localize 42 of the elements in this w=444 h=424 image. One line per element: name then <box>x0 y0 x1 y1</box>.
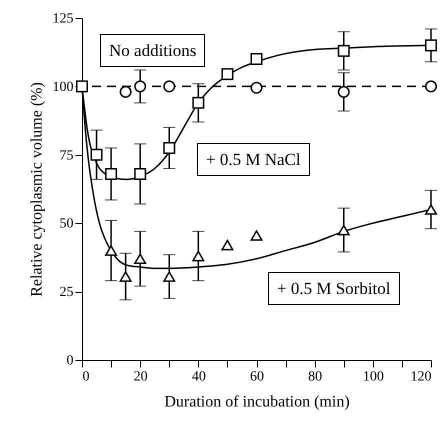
point <box>192 250 204 262</box>
label-box: + 0.5 M Sorbitol <box>268 272 400 306</box>
point <box>338 86 350 98</box>
point <box>163 142 176 154</box>
x-tick-label: 20 <box>134 370 148 384</box>
point <box>425 80 437 92</box>
point <box>90 148 103 161</box>
point <box>163 80 176 92</box>
y-axis-title: Relative cytoplasmic volume (%) <box>28 82 46 297</box>
label-box: + 0.5 M NaCl <box>197 143 310 176</box>
x-axis-title: Duration of incubation (min) <box>164 394 350 410</box>
point <box>134 80 146 92</box>
point <box>250 53 262 66</box>
y-tick-label: 100 <box>52 80 74 95</box>
y-tick-label: 25 <box>60 285 74 300</box>
y-tick-label: 75 <box>60 148 74 164</box>
x-tick-label: 0 <box>82 370 90 384</box>
point <box>120 86 132 98</box>
y-tick-label: 50 <box>60 216 74 232</box>
x-tick-label: 100 <box>362 370 384 384</box>
x-tick-label: 60 <box>250 370 264 384</box>
point <box>105 245 118 256</box>
x-tick-label: 40 <box>192 370 206 384</box>
x-tick-label: 80 <box>308 370 322 384</box>
point <box>338 44 350 57</box>
point <box>163 271 176 282</box>
point <box>221 240 234 250</box>
x-tick-label: 120 <box>410 370 432 384</box>
y-tick-label: 125 <box>52 12 74 26</box>
point <box>134 168 146 180</box>
point <box>425 39 437 52</box>
point <box>425 204 437 215</box>
point <box>192 96 204 109</box>
point <box>120 271 132 282</box>
point <box>338 224 350 236</box>
point <box>221 68 234 80</box>
label-box: No additions <box>100 34 206 68</box>
point <box>250 230 262 241</box>
point <box>105 168 118 180</box>
point <box>134 253 146 264</box>
y-tick-label: 0 <box>66 354 74 368</box>
point <box>250 82 262 94</box>
